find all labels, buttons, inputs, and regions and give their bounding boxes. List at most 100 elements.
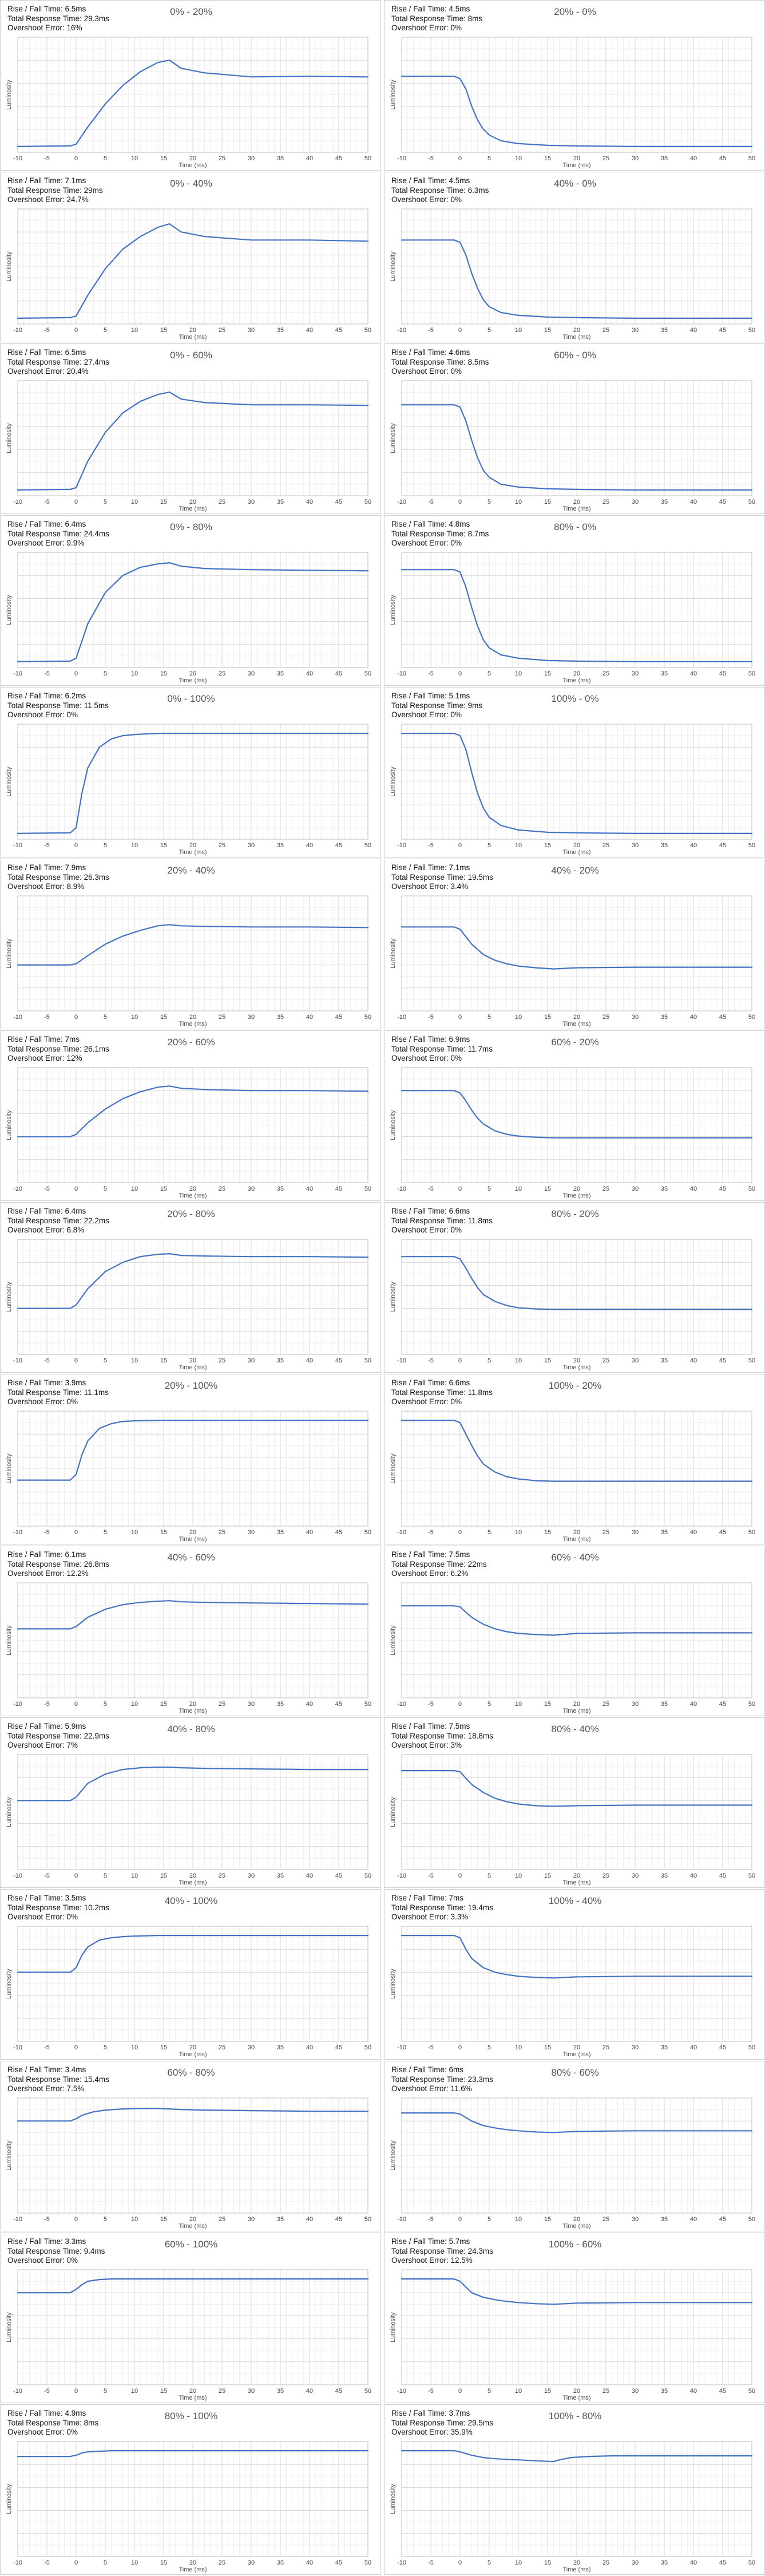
x-tick-label: 40 — [690, 1357, 697, 1364]
y-axis-label: Luminosity — [390, 595, 397, 625]
x-axis-label: Time (ms) — [179, 162, 207, 169]
x-tick-label: -5 — [44, 1014, 50, 1021]
x-axis-label: Time (ms) — [179, 1021, 207, 1028]
x-tick-label: 40 — [690, 1872, 697, 1879]
stat-line: Total Response Time: 26.1ms — [7, 1044, 109, 1053]
x-tick-label: -5 — [44, 155, 50, 162]
x-tick-label: -5 — [428, 2388, 434, 2395]
luminosity-plot: -10 -5 0 5 10 15 20 25 30 35 40 45 50 Time (ms) Lumino… — [6, 2441, 371, 2573]
x-tick-label: 40 — [690, 1529, 697, 1536]
x-tick-label: 0 — [458, 1357, 462, 1364]
stat-line: Overshoot Error: 0% — [391, 367, 462, 376]
stat-line: Rise / Fall Time: 5.7ms — [391, 2237, 470, 2246]
chart-panel: Rise / Fall Time: 7.5ms Total Response Ti… — [384, 1546, 765, 1716]
y-axis-label: Luminosity — [6, 595, 13, 625]
x-tick-label: 30 — [632, 155, 639, 162]
x-tick-label: -10 — [13, 1529, 22, 1536]
x-tick-label: 0 — [74, 670, 78, 677]
stat-line: Rise / Fall Time: 6.2ms — [7, 692, 86, 700]
stat-line: Rise / Fall Time: 6.4ms — [7, 520, 86, 528]
stat-line: Total Response Time: 19.4ms — [391, 1903, 493, 1912]
x-axis-label: Time (ms) — [179, 2051, 207, 2058]
x-tick-label: 20 — [573, 1014, 580, 1021]
stat-line: Rise / Fall Time: 7.1ms — [7, 176, 86, 185]
x-tick-label: 35 — [661, 1529, 668, 1536]
x-tick-label: 10 — [131, 1701, 138, 1708]
stat-line: Total Response Time: 22ms — [391, 1559, 487, 1568]
x-tick-label: -5 — [428, 2044, 434, 2051]
y-axis-label: Luminosity — [390, 2312, 397, 2342]
y-axis-label: Luminosity — [390, 767, 397, 797]
x-tick-label: 40 — [306, 1357, 313, 1364]
x-tick-label: 0 — [74, 327, 78, 334]
x-tick-label: 45 — [719, 2559, 726, 2566]
x-tick-label: 10 — [131, 1014, 138, 1021]
luminosity-plot: -10 -5 0 5 10 15 20 25 30 35 40 45 50 Time (ms) Lumino… — [390, 2441, 755, 2573]
x-tick-label: 50 — [748, 1701, 755, 1708]
x-tick-label: -5 — [44, 327, 50, 334]
plot-frame — [17, 1926, 368, 2042]
x-tick-label: 50 — [364, 842, 371, 849]
luminosity-plot: -10 -5 0 5 10 15 20 25 30 35 40 45 50 Time (ms) Lumino… — [6, 1067, 371, 1199]
x-tick-label: 15 — [160, 327, 167, 334]
x-tick-label: 25 — [219, 2388, 225, 2395]
stat-line: Total Response Time: 11.7ms — [391, 1044, 493, 1053]
x-axis-label: Time (ms) — [179, 1879, 207, 1886]
series-line — [17, 2108, 369, 2122]
plot-frame — [17, 895, 368, 1012]
x-tick-label: 5 — [487, 1186, 491, 1192]
x-tick-label: 20 — [189, 1872, 196, 1879]
x-tick-label: 45 — [719, 327, 726, 334]
x-tick-label: 20 — [189, 2216, 196, 2223]
x-tick-label: -5 — [44, 670, 50, 677]
measurement-stats: Rise / Fall Time: 6ms Total Response Time… — [391, 2065, 493, 2094]
stat-line: Overshoot Error: 0% — [391, 1397, 462, 1406]
x-tick-label: 35 — [277, 2559, 284, 2566]
x-tick-label: 35 — [277, 1701, 284, 1708]
x-tick-label: 30 — [248, 327, 255, 334]
x-tick-label: 0 — [74, 1529, 78, 1536]
stat-line: Overshoot Error: 0% — [391, 539, 462, 547]
x-tick-label: -5 — [428, 2216, 434, 2223]
x-tick-label: -5 — [428, 1529, 434, 1536]
y-axis-label: Luminosity — [6, 1453, 13, 1484]
x-tick-label: 5 — [104, 1357, 107, 1364]
measurement-stats: Rise / Fall Time: 3.4ms Total Response Ti… — [7, 2065, 109, 2094]
x-axis-label: Time (ms) — [562, 1708, 590, 1714]
x-tick-label: 50 — [364, 327, 371, 334]
x-tick-label: 0 — [74, 1357, 78, 1364]
x-axis-label: Time (ms) — [562, 2051, 590, 2058]
x-tick-label: 20 — [189, 2044, 196, 2051]
x-tick-label: -10 — [397, 327, 406, 334]
x-tick-label: 0 — [458, 842, 462, 849]
x-tick-label: 20 — [189, 842, 196, 849]
x-tick-label: 40 — [690, 327, 697, 334]
luminosity-plot: -10 -5 0 5 10 15 20 25 30 35 40 45 50 Time (ms) Lumino… — [390, 1754, 755, 1886]
x-tick-label: 30 — [248, 2044, 255, 2051]
x-tick-label: 20 — [573, 2044, 580, 2051]
x-tick-label: 20 — [189, 1186, 196, 1192]
x-tick-label: 40 — [306, 1014, 313, 1021]
x-axis-label: Time (ms) — [562, 2395, 590, 2401]
luminosity-plot: -10 -5 0 5 10 15 20 25 30 35 40 45 50 Time (ms) Lumino… — [6, 2269, 371, 2401]
x-tick-label: 25 — [603, 2559, 609, 2566]
y-axis-label: Luminosity — [6, 1282, 13, 1312]
stat-line: Total Response Time: 9.4ms — [7, 2246, 105, 2255]
x-tick-label: 15 — [160, 2044, 167, 2051]
x-axis-label: Time (ms) — [179, 1708, 207, 1714]
x-tick-label: -10 — [397, 842, 406, 849]
x-tick-label: -10 — [397, 2559, 406, 2566]
x-tick-label: 50 — [364, 2216, 371, 2223]
series-line — [17, 1253, 369, 1309]
chart-panel: Rise / Fall Time: 4.5ms Total Response Ti… — [384, 0, 765, 171]
x-tick-label: 50 — [748, 1014, 755, 1021]
stat-line: Rise / Fall Time: 7ms — [7, 1035, 80, 1044]
stat-line: Overshoot Error: 24.7% — [7, 195, 89, 204]
measurement-stats: Rise / Fall Time: 3.7ms Total Response Ti… — [391, 2409, 493, 2437]
x-tick-label: 45 — [719, 155, 726, 162]
y-axis-label: Luminosity — [6, 2312, 13, 2342]
plot-frame — [401, 1067, 752, 1183]
x-tick-label: 0 — [458, 1701, 462, 1708]
chart-panel: Rise / Fall Time: 6.4ms Total Response Ti… — [0, 515, 381, 686]
luminosity-plot: -10 -5 0 5 10 15 20 25 30 35 40 45 50 Time (ms) Lumino… — [6, 1754, 371, 1886]
